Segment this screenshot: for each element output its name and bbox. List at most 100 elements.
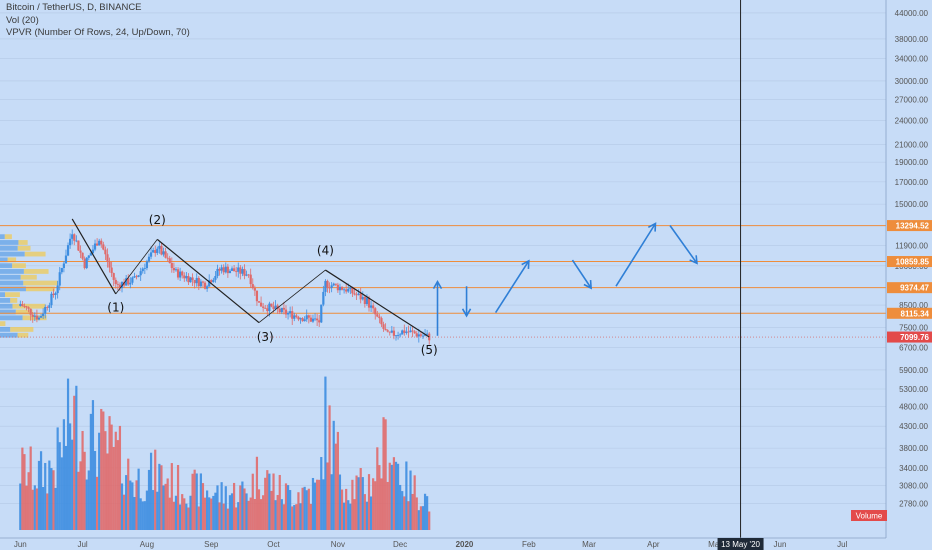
candle-body [396, 335, 400, 336]
candle-body [340, 286, 344, 290]
y-tick-label: 21000.00 [895, 140, 929, 149]
price-level-tag[interactable]: 7099.76 [887, 331, 932, 343]
candle [376, 310, 379, 318]
candle [361, 291, 364, 301]
candle-body [388, 331, 391, 333]
volume-profile-row-up [0, 263, 13, 269]
volume-bar [203, 497, 207, 530]
price-level-tag-text: 9374.47 [900, 284, 929, 293]
candle [297, 315, 300, 322]
candle [85, 257, 88, 270]
candle-body [278, 308, 281, 313]
wave-line[interactable] [71, 218, 117, 295]
projection-arrow[interactable] [669, 225, 698, 265]
volume-tag[interactable]: Volume [851, 510, 887, 521]
volume-bar [39, 451, 43, 530]
wave-line[interactable] [156, 238, 260, 324]
price-level-tag[interactable]: 9374.47 [887, 282, 932, 294]
vpvr-legend[interactable]: VPVR (Number Of Rows, 24, Up/Down, 70) [6, 27, 190, 38]
candle [340, 286, 344, 291]
candle-body [179, 271, 182, 278]
price-level-tag[interactable]: 13294.52 [887, 220, 932, 232]
projection-arrow[interactable] [615, 222, 657, 287]
candle [270, 303, 273, 308]
candle [380, 316, 383, 328]
volume-bar [122, 494, 126, 530]
price-level-tag-text: 13294.52 [896, 222, 930, 231]
volume-bar [286, 485, 290, 530]
volume-bar [183, 498, 186, 530]
volume-profile-row-up [0, 240, 19, 245]
candle [274, 300, 277, 311]
candle [309, 314, 312, 323]
candle [27, 306, 30, 313]
candle-body [305, 315, 308, 320]
volume-bar [353, 499, 356, 530]
candle-body [222, 267, 225, 273]
volume-bar [127, 458, 130, 530]
candle [102, 241, 105, 251]
candle-body [380, 318, 383, 325]
candle [62, 261, 65, 273]
candle [235, 266, 238, 277]
wave-label: (4) [317, 243, 334, 257]
wave-line[interactable] [258, 269, 326, 323]
candle-body [208, 280, 211, 287]
symbol-legend[interactable]: Bitcoin / TetherUS, D, BINANCE [6, 2, 142, 13]
candle-body [369, 305, 373, 308]
candle [318, 314, 321, 327]
wave-line[interactable] [115, 239, 158, 295]
volume-bar [149, 452, 153, 530]
price-level-tag[interactable]: 8115.34 [887, 307, 932, 319]
volume-bar [262, 495, 265, 530]
candle-body [293, 315, 296, 319]
candle-body [27, 307, 30, 309]
candle-body [191, 277, 194, 280]
volume-bar [405, 461, 408, 530]
volume-legend[interactable]: Vol (20) [6, 14, 39, 26]
candle [52, 288, 55, 298]
candle [160, 242, 163, 256]
volume-profile-row-down [17, 332, 29, 338]
x-tick-label: Jul [837, 540, 847, 549]
candle [179, 267, 182, 281]
volume-bar [359, 468, 362, 530]
price-level-tag-box [887, 256, 932, 268]
volume-bar [172, 501, 176, 530]
candle-body [307, 315, 310, 318]
volume-bar [87, 470, 90, 530]
wave-line[interactable] [325, 269, 430, 338]
volume-bar [386, 481, 389, 530]
wave-lines [71, 218, 430, 338]
volume-bar [249, 497, 252, 530]
volume-bar [426, 496, 429, 530]
volume-bar [199, 473, 202, 530]
volume-bar [85, 479, 88, 530]
candle-body [66, 245, 70, 256]
candle-body [394, 335, 398, 337]
volume-bar [73, 395, 76, 530]
candle-body [170, 263, 173, 268]
candle [58, 266, 61, 291]
candle-body [60, 267, 63, 273]
crosshair-date-box [717, 538, 764, 550]
price-level-tag[interactable]: 10859.85 [887, 256, 932, 268]
candle-body [324, 280, 327, 292]
y-tick-label: 34000.00 [895, 55, 929, 64]
candle-body [384, 328, 387, 331]
projection-arrow[interactable] [494, 259, 530, 313]
candle [311, 314, 315, 323]
candle-body [19, 304, 22, 306]
candle-body [168, 258, 171, 264]
volume-bar [230, 493, 234, 530]
candle [247, 273, 250, 278]
volume-bar [116, 440, 119, 530]
volume-bar [297, 492, 300, 530]
projection-arrow[interactable] [571, 259, 592, 290]
volume-bars [19, 376, 431, 530]
candle-body [46, 307, 49, 308]
candle-body [266, 308, 269, 312]
volume-bar [120, 483, 124, 530]
candle [75, 235, 78, 243]
